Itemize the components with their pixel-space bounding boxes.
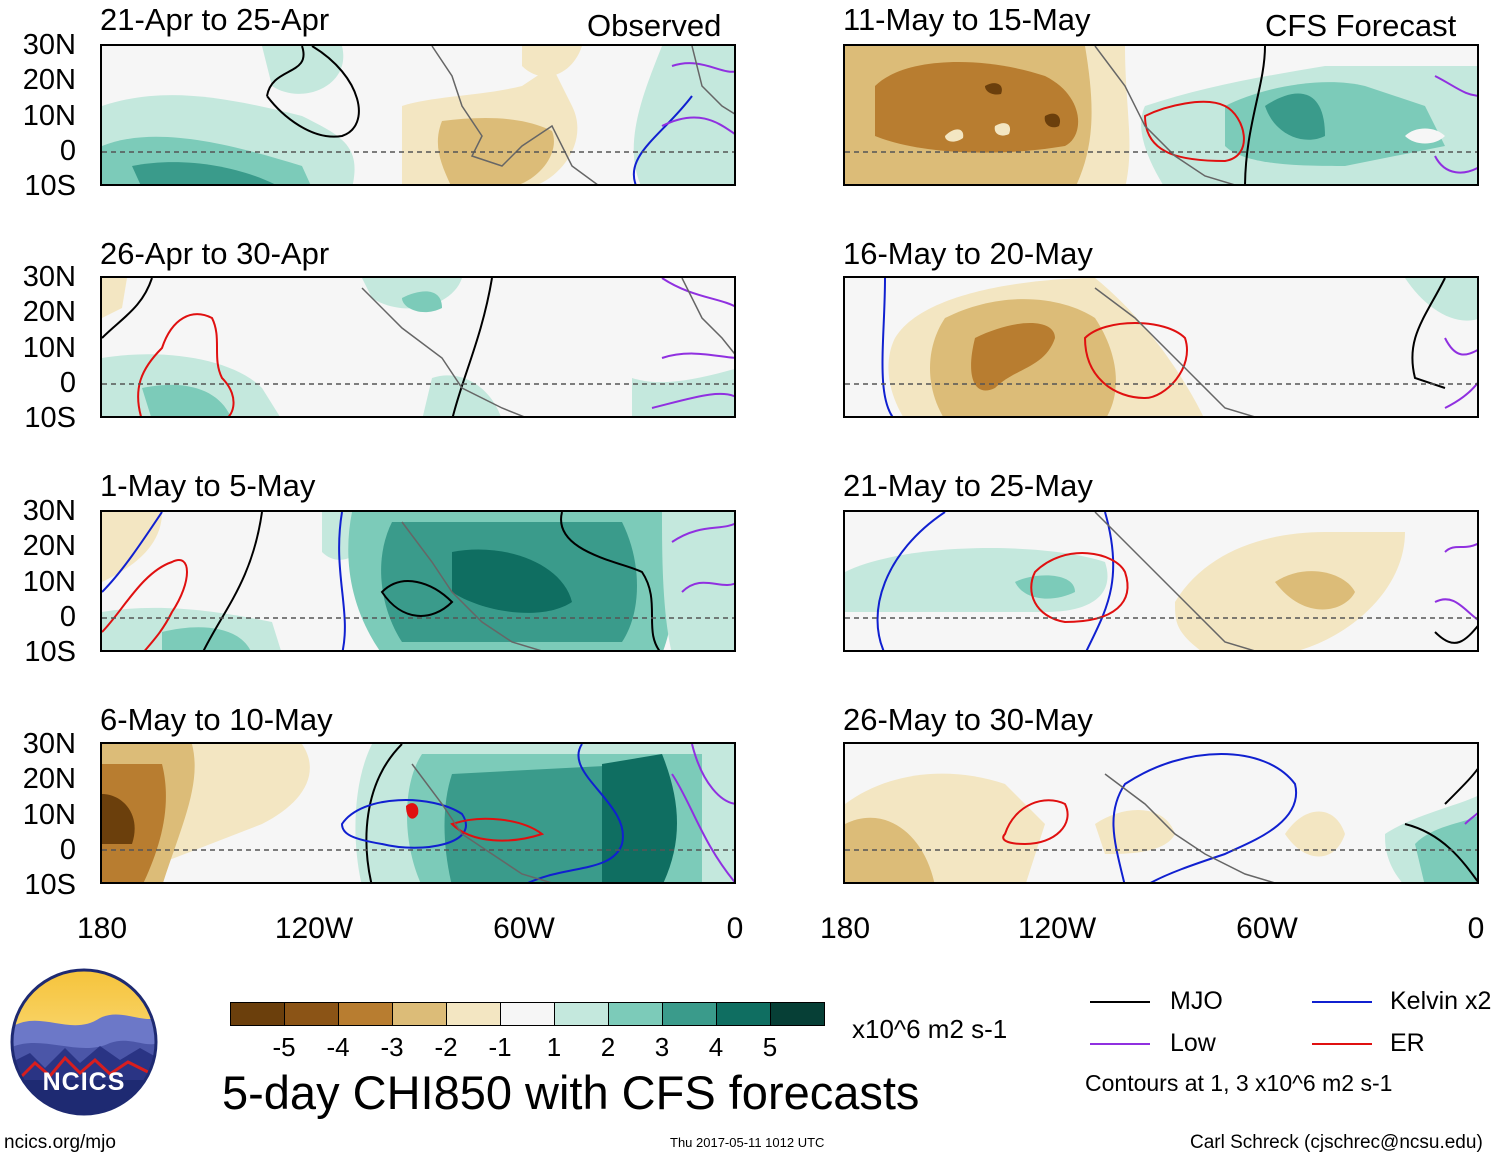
map-panel-forecast-2 (843, 276, 1479, 418)
map-field (845, 512, 1477, 650)
footer-timestamp: Thu 2017-05-11 1012 UTC (670, 1135, 825, 1150)
panel-title-right-4: 26-May to 30-May (843, 702, 1093, 737)
lon-label: 0 (726, 912, 744, 945)
map-panel-forecast-3 (843, 510, 1479, 652)
lat-label: 0 (59, 367, 76, 399)
map-field (845, 46, 1477, 184)
lat-label: 10N (22, 332, 76, 364)
lat-label: 20N (22, 763, 76, 795)
legend-note: Contours at 1, 3 x10^6 m2 s-1 (1085, 1070, 1393, 1096)
colorbar-swatch (554, 1002, 609, 1026)
panel-title-right-3: 21-May to 25-May (843, 468, 1093, 503)
lon-label: 180 (819, 912, 871, 945)
legend-label-low: Low (1170, 1029, 1216, 1057)
map-panel-observed-3 (100, 510, 736, 652)
lat-label: 10S (24, 869, 76, 901)
lon-label: 120W (274, 912, 354, 945)
colorbar-tick: 3 (654, 1032, 670, 1062)
lat-label: 30N (22, 495, 76, 527)
lat-label: 30N (22, 261, 76, 293)
legend-label-kelvin: Kelvin x2 (1390, 987, 1492, 1015)
colorbar-tick: -1 (488, 1032, 512, 1062)
map-field (845, 753, 1477, 882)
colorbar-swatch (608, 1002, 663, 1026)
map-field (845, 278, 1477, 416)
colorbar-tick: -2 (434, 1032, 458, 1062)
footer-url[interactable]: ncics.org/mjo (4, 1132, 116, 1153)
panel-title-left-1: 21-Apr to 25-Apr (100, 2, 330, 37)
colorbar-units: x10^6 m2 s-1 (852, 1014, 1008, 1044)
panel-title-right-1: 11-May to 15-May (843, 2, 1091, 37)
map-panel-observed-1 (100, 44, 736, 186)
lon-label: 60W (493, 912, 555, 945)
ncics-logo: NCICS (10, 968, 158, 1116)
colorbar-swatch (662, 1002, 717, 1026)
colorbar-swatch (716, 1002, 771, 1026)
colorbar-swatch (338, 1002, 393, 1026)
lat-label: 10S (24, 170, 76, 202)
legend-label-mjo: MJO (1170, 987, 1223, 1015)
legend-swatch-er (1312, 1043, 1372, 1045)
lat-label: 10N (22, 100, 76, 132)
colorbar-swatch (446, 1002, 501, 1026)
map-field (102, 512, 734, 650)
lat-label: 10S (24, 636, 76, 668)
lat-label: 20N (22, 64, 76, 96)
colorbar-tick: 1 (546, 1032, 562, 1062)
colorbar-swatch (230, 1002, 285, 1026)
map-panel-observed-4 (100, 742, 736, 884)
lat-label: 30N (22, 29, 76, 61)
panel-title-left-3: 1-May to 5-May (100, 468, 316, 503)
forecast-label: CFS Forecast (1265, 8, 1457, 43)
legend-label-er: ER (1390, 1029, 1425, 1057)
lat-label: 0 (59, 601, 76, 633)
panel-title-left-2: 26-Apr to 30-Apr (100, 236, 330, 271)
map-field (102, 46, 734, 184)
lat-label: 10N (22, 566, 76, 598)
map-panel-forecast-1 (843, 44, 1479, 186)
footer-author: Carl Schreck (cjschrec@ncsu.edu) (1190, 1132, 1483, 1153)
colorbar-tick: 5 (762, 1032, 778, 1062)
legend-swatch-mjo (1090, 1001, 1150, 1003)
colorbar-tick: 2 (600, 1032, 616, 1062)
ncics-logo-icon (10, 968, 158, 1116)
colorbar-tick: -5 (272, 1032, 296, 1062)
lat-label: 20N (22, 530, 76, 562)
lon-label: 0 (1467, 912, 1485, 945)
colorbar-swatch (770, 1002, 825, 1026)
map-panel-observed-2 (100, 276, 736, 418)
lat-label: 0 (59, 834, 76, 866)
colorbar-tick: -3 (380, 1032, 404, 1062)
map-field (102, 744, 734, 882)
map-field (102, 278, 734, 416)
lon-label: 120W (1017, 912, 1097, 945)
colorbar-tick: 4 (708, 1032, 724, 1062)
lat-label: 10S (24, 402, 76, 434)
lat-label: 0 (59, 135, 76, 167)
colorbar-swatch (500, 1002, 555, 1026)
legend-swatch-kelvin (1312, 1001, 1372, 1003)
lon-label: 180 (76, 912, 128, 945)
observed-label: Observed (587, 8, 722, 43)
colorbar-swatch (284, 1002, 339, 1026)
colorbar-tick: -4 (326, 1032, 350, 1062)
legend-swatch-low (1090, 1043, 1150, 1045)
panel-title-right-2: 16-May to 20-May (843, 236, 1093, 271)
figure-title: 5-day CHI850 with CFS forecasts (222, 1066, 920, 1119)
panel-title-left-4: 6-May to 10-May (100, 702, 333, 737)
lon-label: 60W (1236, 912, 1298, 945)
logo-text: NCICS (42, 1068, 126, 1096)
map-panel-forecast-4 (843, 742, 1479, 884)
lat-label: 30N (22, 728, 76, 760)
lat-label: 10N (22, 799, 76, 831)
colorbar-swatch (392, 1002, 447, 1026)
lat-label: 20N (22, 296, 76, 328)
